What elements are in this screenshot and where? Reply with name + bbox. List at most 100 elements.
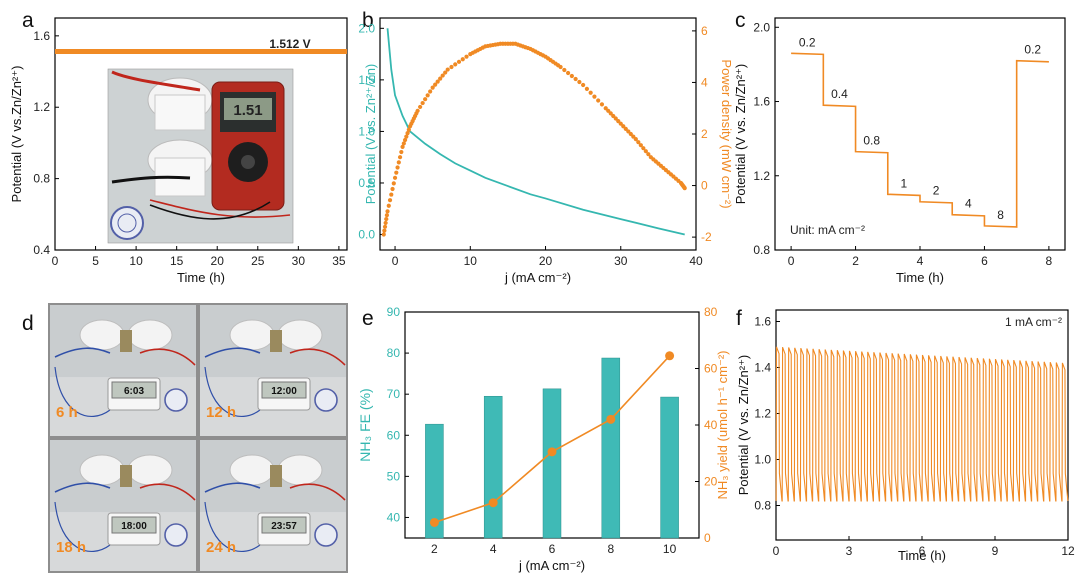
university-seal-icon <box>164 388 188 412</box>
panel-c-xtick-label: 0 <box>788 254 795 268</box>
panel-letter-b: b <box>362 9 374 32</box>
panel-b-power-point <box>406 127 411 132</box>
panel-e-yield-point <box>606 414 616 424</box>
panel-b-power-point <box>402 137 408 143</box>
panel-e-xtick-label: 10 <box>663 542 677 556</box>
panel-b-power-point <box>390 186 395 192</box>
panel-d-photo-time-label: 18 h <box>56 539 86 556</box>
panel-b-power-point <box>382 228 387 233</box>
panel-b-power-point <box>613 116 618 121</box>
panel-f-ytick-label: 1.0 <box>754 453 771 467</box>
panel-e-left-ytick-label: 50 <box>387 469 401 483</box>
panel-e-right-ytick-label: 0 <box>704 531 711 545</box>
panel-e-xtick-label: 6 <box>549 542 556 556</box>
panel-b-power-point <box>415 108 420 113</box>
multimeter-reading: 1.51 <box>233 102 262 119</box>
panel-b-power-point <box>599 102 605 107</box>
panel-a-xtick-label: 30 <box>292 254 306 268</box>
panel-f-xtick-label: 6 <box>919 544 926 558</box>
panel-b-power-point <box>420 100 425 106</box>
panel-e-left-ytick-label: 60 <box>387 428 401 442</box>
panel-b-power-point <box>638 143 643 148</box>
panel-b-power-point <box>386 203 391 208</box>
panel-d-photo-grid: 6:03 6 h 12:00 12 h 18:00 18 h 23:57 24 h <box>48 303 348 573</box>
panel-b-power-point <box>396 160 401 165</box>
panel-b-power-point <box>423 97 428 102</box>
panel-b-power-point <box>445 67 450 72</box>
panel-c-ytick-label: 1.2 <box>753 169 770 183</box>
panel-b-power-point <box>395 165 400 170</box>
panel-b-power-point <box>581 82 586 88</box>
panel-b-right-ytick-label: -2 <box>701 230 712 244</box>
panel-a-xtick-label: 35 <box>332 254 346 268</box>
panel-b-right-ytick-label: 0 <box>701 179 708 193</box>
panel-b-power-point <box>449 64 454 70</box>
panel-b-power-point <box>433 82 438 87</box>
panel-e-right-ytick-label: 40 <box>704 418 718 432</box>
panel-b-power-point <box>438 76 443 81</box>
panel-c-step-label: 0.4 <box>831 87 848 101</box>
panel-b-power-point <box>418 104 423 110</box>
panel-b-power-point <box>460 57 465 62</box>
panel-c-unit-note: Unit: mA cm⁻² <box>790 223 865 237</box>
panel-d-timer-reading: 23:57 <box>271 521 297 532</box>
panel-f-xtick-label: 3 <box>846 544 853 558</box>
panel-letter-c: c <box>735 9 746 32</box>
panel-c-chart: 0 2 4 6 8 0.8 1.2 1.6 2.0 0.2 0.4 0.8 1 2 4 8 0.2 Unit:… <box>733 17 1066 285</box>
panel-a-ytick-label: 1.6 <box>33 29 50 43</box>
panel-letter-e: e <box>362 307 374 330</box>
panel-b-power-point <box>682 186 687 191</box>
panel-letter-f: f <box>736 307 742 330</box>
panel-b-power-point <box>633 137 638 142</box>
panel-b-power-point <box>381 232 386 237</box>
panel-b-left-ytick-label: 0.5 <box>358 176 375 190</box>
panel-b-power-point <box>611 113 616 119</box>
panel-e-ylabel-right: NH₃ yield (umol h⁻¹ cm⁻²) <box>715 350 730 499</box>
panel-b-power-point <box>577 79 582 85</box>
panel-b-power-point <box>618 121 623 126</box>
panel-b-right-ytick-label: 4 <box>701 75 708 89</box>
panel-c-step-label: 0.2 <box>1024 43 1041 57</box>
panel-c-xtick-label: 4 <box>917 254 924 268</box>
panel-f-cycling-curve <box>775 346 1069 502</box>
panel-b-power-point <box>636 140 641 145</box>
panel-b-power-point <box>384 216 389 222</box>
panel-e-right-ytick-label: 20 <box>704 475 718 489</box>
panel-b-power-point <box>425 93 430 98</box>
panel-b-power-point <box>616 119 621 124</box>
panel-b-power-point <box>435 79 440 84</box>
panel-a-ylabel: Potential (V vs.Zn/Zn²⁺) <box>9 66 24 203</box>
panel-b-power-point <box>391 181 396 186</box>
panel-b-xtick-label: 0 <box>392 254 399 268</box>
panel-d-photo-time-label: 24 h <box>206 539 236 556</box>
panel-e-right-ytick-label: 80 <box>704 305 718 319</box>
panel-b-power-point <box>400 144 405 149</box>
panel-b-power-point <box>464 54 469 59</box>
panel-b-power-point <box>383 220 388 226</box>
panel-c-xlabel: Time (h) <box>896 270 944 285</box>
panel-e-left-ytick-label: 70 <box>387 387 401 401</box>
panel-e-left-ytick-label: 90 <box>387 305 401 319</box>
panel-b-power-point <box>608 111 613 116</box>
panel-c-step-label: 2 <box>933 184 940 198</box>
panel-b-power-point <box>384 213 389 218</box>
panel-b-power-point <box>389 192 394 197</box>
panel-letter-a: a <box>22 9 34 32</box>
panel-b-power-point <box>456 59 462 64</box>
panel-e-left-ytick-label: 80 <box>387 346 401 360</box>
panel-a-chart: 0 5 10 15 20 25 30 350.40.81.21.6 1.512 V 1.51 … <box>9 17 348 285</box>
panel-e-fe-bar <box>483 395 503 539</box>
panel-b-power-point <box>394 170 399 175</box>
panel-b-power-point <box>382 224 388 229</box>
panel-c-xtick-label: 6 <box>981 254 988 268</box>
panel-c-ylabel: Potential (V vs. Zn/Zn²⁺) <box>733 64 748 205</box>
panel-b-power-point <box>428 89 433 94</box>
panel-b-power-point <box>401 141 406 146</box>
panel-b-power-point <box>628 131 633 137</box>
panel-f-xlabel: Time (h) <box>898 548 946 563</box>
panel-b-xtick-label: 20 <box>539 254 553 268</box>
panel-b-left-ytick-label: 1.0 <box>358 124 375 138</box>
panel-a-voltage-annotation: 1.512 V <box>269 37 310 51</box>
panel-e-fe-bar <box>542 388 562 539</box>
